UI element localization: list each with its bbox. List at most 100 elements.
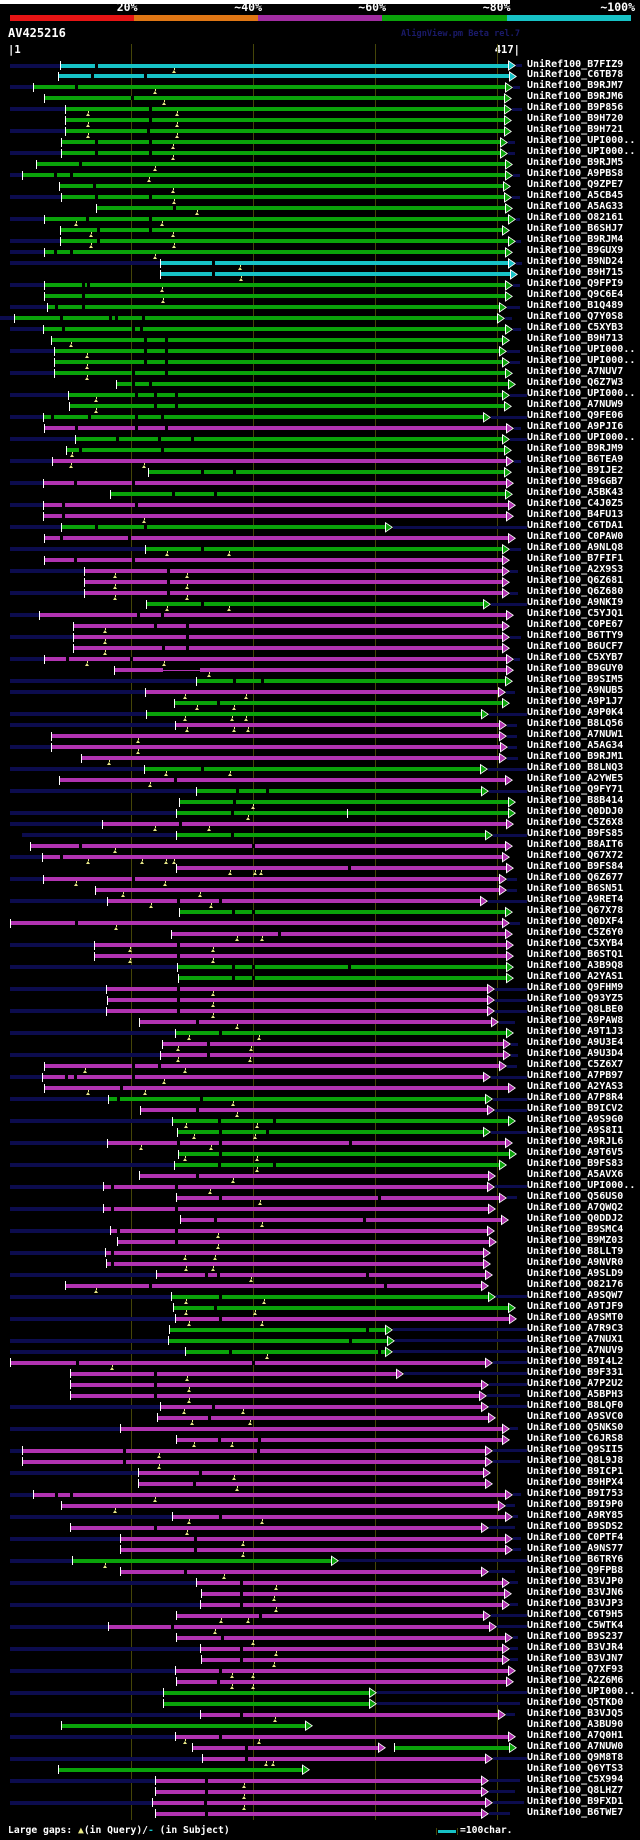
- alignment-start-tick: [120, 1545, 122, 1555]
- alignment-start-tick: [116, 1237, 118, 1247]
- query-gap-marker-stem: [114, 848, 116, 851]
- subject-label: UniRef100_B8LLT9: [527, 1245, 624, 1257]
- query-gap-marker-stem: [87, 1090, 89, 1093]
- subject-label: UniRef100_B9ICV2: [527, 1103, 624, 1115]
- scale-label: ~60%: [358, 0, 386, 14]
- subject-gap-notch: [186, 624, 189, 629]
- query-gap-marker-stem: [220, 1617, 222, 1620]
- subject-overhang-left: [10, 151, 61, 156]
- subject-overhang-right: [510, 1658, 518, 1662]
- alignment-bar: [60, 239, 508, 244]
- query-gap-marker-triangle: [259, 1520, 264, 1524]
- subject-overhang-left: [10, 371, 55, 376]
- subject-overhang-right: [513, 1515, 518, 1519]
- subject-label: UniRef100_A9U3E4: [527, 1037, 624, 1049]
- query-gap-marker-stem: [87, 133, 89, 136]
- query-gap-marker-triangle: [245, 817, 250, 821]
- alignment-start-tick: [94, 885, 96, 895]
- subject-overhang-left: [10, 63, 61, 68]
- subject-overhang-left: [10, 822, 102, 827]
- alignment-start-tick: [138, 1468, 140, 1478]
- arrow-head-fill: [388, 1337, 394, 1345]
- query-gap-marker-stem: [184, 1068, 186, 1071]
- alignment-start-tick: [80, 753, 82, 763]
- alignment-start-tick: [145, 687, 147, 697]
- arrow-head-fill: [500, 1161, 506, 1169]
- query-gap-marker-stem: [236, 936, 238, 939]
- query-gap-marker-triangle: [171, 245, 176, 249]
- subject-gap-notch: [70, 173, 73, 178]
- alignment-bar: [146, 602, 483, 607]
- subject-label: UniRef100_A7PB97: [527, 1070, 624, 1082]
- subject-label: UniRef100_B9P856: [527, 102, 624, 114]
- alignment-start-tick: [176, 1127, 178, 1137]
- subject-gap-notch: [201, 767, 204, 772]
- subject-gap-notch: [74, 558, 77, 563]
- query-gap-marker-triangle: [82, 1070, 87, 1074]
- subject-label: UniRef100_A3B9Q8: [527, 960, 624, 972]
- alignment-start-tick: [50, 335, 52, 345]
- query-gap-marker-stem: [95, 1287, 97, 1290]
- subject-overhang-right: [487, 1394, 520, 1398]
- alignment-bar: [43, 327, 505, 332]
- subject-overhang-left: [10, 1250, 106, 1255]
- subject-label: UniRef100_B9SDS2: [527, 1520, 624, 1532]
- subject-overhang-left: [10, 1009, 107, 1014]
- subject-overhang-left: [10, 965, 178, 970]
- arrow-head-fill: [482, 710, 488, 718]
- subject-gap-notch: [109, 316, 112, 321]
- query-gap-marker-triangle: [208, 905, 213, 909]
- subject-gap-notch: [111, 1206, 114, 1211]
- alignment-start-tick: [65, 104, 67, 114]
- arrow-head-fill: [386, 1326, 392, 1334]
- query-gap-marker-triangle: [186, 1399, 191, 1403]
- alignment-start-tick: [50, 742, 52, 752]
- subject-overhang-right: [493, 1757, 527, 1761]
- query-gap-marker-triangle: [189, 1421, 194, 1425]
- subject-gap-notch: [128, 536, 131, 541]
- subject-overhang-left: [10, 1075, 43, 1080]
- arrow-head-fill: [500, 1062, 506, 1070]
- subject-overhang-right: [514, 459, 521, 463]
- arrow-head-fill: [509, 61, 515, 70]
- subject-overhang-left: [10, 250, 45, 255]
- query-gap-marker-triangle: [252, 872, 257, 876]
- subject-overhang-left: [10, 1624, 109, 1629]
- alignment-bar: [106, 987, 487, 992]
- alignment-start-tick: [46, 302, 48, 312]
- gap-connector-line: [163, 669, 200, 671]
- alignment-bar: [176, 866, 506, 871]
- alignment-bar: [155, 1778, 481, 1783]
- legend-scale-line-end-left: [436, 1828, 437, 1835]
- query-gap-marker-stem: [104, 1562, 106, 1565]
- query-gap-marker-triangle: [256, 1037, 261, 1041]
- query-gap-marker-stem: [172, 144, 174, 147]
- alignment-start-tick: [175, 1435, 177, 1445]
- query-gap-marker-triangle: [256, 1740, 261, 1744]
- alignment-bar: [43, 481, 506, 486]
- alignment-start-tick: [155, 1787, 157, 1797]
- query-gap-marker-stem: [129, 958, 131, 961]
- subject-overhang-right: [510, 1581, 518, 1585]
- query-gap-marker-stem: [228, 551, 230, 554]
- subject-label: UniRef100_A9RJL6: [527, 1136, 624, 1147]
- query-gap-marker-triangle: [258, 872, 263, 876]
- subject-label: UniRef100_B9H721: [527, 124, 624, 136]
- subject-label: UniRef100_B9FS85: [527, 828, 624, 840]
- subject-gap-notch: [74, 1075, 77, 1080]
- alignment-bar: [108, 1624, 489, 1629]
- query-gap-marker-stem: [186, 727, 188, 730]
- subject-overhang-left: [10, 1602, 201, 1607]
- arrow-head-fill: [486, 831, 492, 839]
- query-gap-marker-stem: [231, 1683, 233, 1686]
- alignment-start-tick: [138, 1479, 140, 1489]
- alignment-bar: [175, 1031, 506, 1036]
- arrow-head-fill: [386, 523, 392, 532]
- query-gap-marker-stem: [87, 111, 89, 114]
- subject-gap-notch: [54, 173, 57, 178]
- subject-gap-notch: [51, 415, 54, 420]
- query-gap-marker-stem: [188, 1035, 190, 1038]
- subject-gap-notch: [95, 140, 98, 145]
- subject-gap-notch: [218, 1119, 221, 1124]
- query-gap-marker-stem: [208, 826, 210, 829]
